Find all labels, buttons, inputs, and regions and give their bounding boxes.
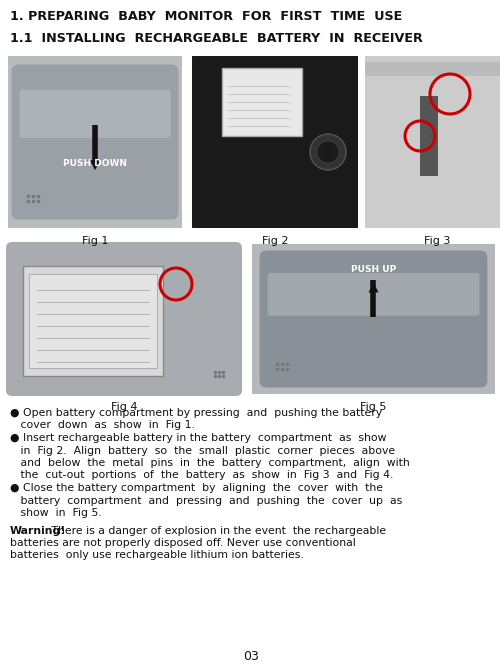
Text: in  Fig 2.  Align  battery  so  the  small  plastic  corner  pieces  above: in Fig 2. Align battery so the small pla… — [10, 446, 395, 456]
FancyBboxPatch shape — [192, 56, 358, 228]
Text: cover  down  as  show  in  Fig 1.: cover down as show in Fig 1. — [10, 420, 195, 430]
Bar — [365, 62, 500, 76]
Bar — [29, 274, 157, 368]
Bar — [420, 96, 438, 176]
FancyBboxPatch shape — [6, 242, 242, 396]
Bar — [192, 56, 358, 228]
Bar — [365, 56, 500, 228]
Text: There is a danger of explosion in the event  the rechargeable: There is a danger of explosion in the ev… — [48, 526, 386, 536]
Text: Fig 1: Fig 1 — [82, 236, 108, 246]
Bar — [8, 56, 182, 228]
Text: ● Insert rechargeable battery in the battery  compartment  as  show: ● Insert rechargeable battery in the bat… — [10, 433, 386, 443]
Text: show  in  Fig 5.: show in Fig 5. — [10, 508, 102, 518]
Text: PUSH DOWN: PUSH DOWN — [63, 159, 127, 167]
Bar — [222, 68, 302, 136]
Text: 1. PREPARING  BABY  MONITOR  FOR  FIRST  TIME  USE: 1. PREPARING BABY MONITOR FOR FIRST TIME… — [10, 10, 402, 23]
Text: Fig 2: Fig 2 — [262, 236, 288, 246]
FancyBboxPatch shape — [20, 89, 171, 138]
Circle shape — [317, 141, 339, 163]
Bar — [252, 244, 495, 394]
Text: 03: 03 — [243, 650, 260, 663]
Text: batteries are not properly disposed off. Never use conventional: batteries are not properly disposed off.… — [10, 538, 356, 548]
Text: batteries  only use rechargeable lithium ion batteries.: batteries only use rechargeable lithium … — [10, 550, 304, 560]
Text: Warning!: Warning! — [10, 526, 66, 536]
Circle shape — [310, 134, 346, 170]
Text: and  below  the  metal  pins  in  the  battery  compartment,  align  with: and below the metal pins in the battery … — [10, 458, 410, 468]
Bar — [23, 266, 163, 376]
Text: ● Open battery compartment by pressing  and  pushing the battery: ● Open battery compartment by pressing a… — [10, 408, 382, 418]
Text: ● Close the battery compartment  by  aligning  the  cover  with  the: ● Close the battery compartment by align… — [10, 483, 383, 493]
FancyBboxPatch shape — [260, 251, 487, 388]
Text: battery  compartment  and  pressing  and  pushing  the  cover  up  as: battery compartment and pressing and pus… — [10, 496, 402, 506]
FancyBboxPatch shape — [268, 273, 479, 316]
Text: Fig 5: Fig 5 — [360, 402, 387, 412]
Text: 1.1  INSTALLING  RECHARGEABLE  BATTERY  IN  RECEIVER: 1.1 INSTALLING RECHARGEABLE BATTERY IN R… — [10, 32, 423, 45]
FancyBboxPatch shape — [12, 65, 179, 219]
Text: Fig 3: Fig 3 — [425, 236, 451, 246]
Text: PUSH UP: PUSH UP — [351, 265, 396, 274]
Text: Fig 4: Fig 4 — [111, 402, 137, 412]
Bar — [8, 244, 240, 394]
Text: the  cut-out  portions  of  the  battery  as  show  in  Fig 3  and  Fig 4.: the cut-out portions of the battery as s… — [10, 470, 393, 480]
